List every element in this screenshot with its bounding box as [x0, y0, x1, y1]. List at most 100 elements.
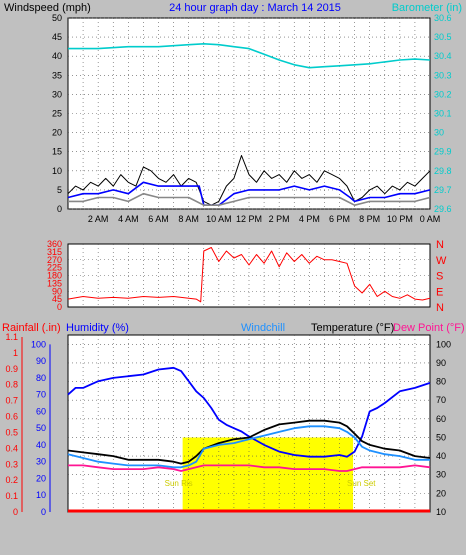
rainfall-tick-label: 0	[13, 507, 18, 517]
humidity-tick-label: 80	[36, 373, 46, 383]
sunrise-label: Sun Ris	[165, 479, 193, 488]
windspeed-tick-label: 10	[52, 166, 62, 176]
time-axis-label: 2 PM	[269, 214, 290, 224]
direction-tick-label: 360	[47, 239, 62, 249]
windspeed-tick-label: 50	[52, 13, 62, 23]
temperature-tick-label: 50	[436, 432, 446, 442]
temperature-tick-label: 40	[436, 451, 446, 461]
windspeed-tick-label: 25	[52, 109, 62, 119]
direction-tick-label: 135	[47, 278, 62, 288]
compass-label: N	[436, 302, 444, 314]
windspeed-axis-title: Windspeed (mph)	[4, 2, 91, 14]
rainfall-tick-label: 0.6	[5, 412, 18, 422]
humidity-tick-label: 90	[36, 356, 46, 366]
barometer-tick-label: 30.6	[434, 13, 452, 23]
humidity-tick-label: 20	[36, 473, 46, 483]
rainfall-tick-label: 0.4	[5, 443, 18, 453]
temperature-tick-label: 10	[436, 507, 446, 517]
time-axis-label: 6 AM	[148, 214, 169, 224]
windspeed-tick-label: 35	[52, 70, 62, 80]
time-axis-label: 10 AM	[206, 214, 232, 224]
humidity-tick-label: 40	[36, 440, 46, 450]
temperature-tick-label: 30	[436, 470, 446, 480]
barometer-line	[68, 42, 431, 69]
humidity-tick-label: 0	[41, 507, 46, 517]
temperature-panel: 10203040506070809010000.10.20.30.40.50.6…	[5, 332, 451, 517]
humidity-tick-label: 60	[36, 406, 46, 416]
legend-rainfall: Rainfall (.in)	[2, 322, 61, 334]
barometer-tick-label: 30	[434, 128, 444, 138]
rainfall-tick-label: 1	[13, 348, 18, 358]
direction-tick-label: 225	[47, 263, 62, 273]
time-axis-label: 6 PM	[329, 214, 350, 224]
windchill-line	[67, 425, 430, 469]
time-axis-label: 8 AM	[178, 214, 199, 224]
windspeed-panel: 0 5 10 15 20 25 30 35 40 45 50 29.6 29.7 29.8 29.9 30 30…	[52, 13, 452, 224]
temperature-tick-label: 90	[436, 358, 446, 368]
direction-tick-label: 45	[52, 294, 62, 304]
windspeed-tick-label: 15	[52, 147, 62, 157]
rainfall-tick-label: 1.1	[5, 332, 18, 342]
wind-direction-line	[67, 247, 431, 303]
humidity-tick-label: 100	[31, 339, 46, 349]
graph-title: 24 hour graph day : March 14 2015	[169, 2, 341, 14]
humidity-tick-label: 50	[36, 423, 46, 433]
rainfall-tick-label: 0.1	[5, 491, 18, 501]
barometer-tick-label: 29.8	[434, 166, 452, 176]
rainfall-tick-label: 0.3	[5, 459, 18, 469]
windspeed-tick-label: 40	[52, 51, 62, 61]
temperature-line	[67, 419, 431, 465]
direction-tick-label: 270	[47, 255, 62, 265]
legend-humidity: Humidity (%)	[66, 322, 129, 334]
direction-tick-label: 315	[47, 247, 62, 257]
time-axis-label: 12 PM	[236, 214, 262, 224]
compass-label: E	[436, 286, 443, 298]
time-axis-label: 8 PM	[359, 214, 380, 224]
windspeed-tick-label: 20	[52, 128, 62, 138]
direction-tick-label: 180	[47, 271, 62, 281]
temperature-tick-label: 20	[436, 488, 446, 498]
windspeed-line	[67, 155, 431, 206]
barometer-tick-label: 30.2	[434, 89, 452, 99]
temperature-tick-label: 80	[436, 377, 446, 387]
direction-tick-label: 0	[57, 302, 62, 312]
windspeed-tick-label: 45	[52, 32, 62, 42]
temperature-tick-label: 60	[436, 414, 446, 424]
barometer-tick-label: 30.1	[434, 109, 452, 119]
humidity-tick-label: 30	[36, 457, 46, 467]
compass-label: S	[436, 271, 443, 283]
barometer-axis-title: Barometer (in)	[392, 2, 462, 14]
dewpoint-line	[68, 464, 431, 472]
time-axis-label: 4 PM	[299, 214, 320, 224]
barometer-tick-label: 29.9	[434, 147, 452, 157]
barometer-tick-label: 29.6	[434, 204, 452, 214]
humidity-tick-label: 70	[36, 390, 46, 400]
barometer-tick-label: 30.5	[434, 32, 452, 42]
time-axis-label: 4 AM	[118, 214, 139, 224]
gust-line	[67, 181, 431, 206]
time-axis-label: 0 AM	[420, 214, 441, 224]
time-axis-label: 10 PM	[387, 214, 413, 224]
compass-label: W	[436, 255, 447, 267]
average-line	[68, 192, 431, 206]
time-axis-label: 2 AM	[88, 214, 109, 224]
legend-windchill: Windchill	[241, 322, 285, 334]
windspeed-tick-label: 5	[57, 185, 62, 195]
temperature-tick-label: 100	[436, 339, 451, 349]
barometer-tick-label: 30.4	[434, 51, 452, 61]
windspeed-tick-label: 30	[52, 89, 62, 99]
direction-tick-label: 90	[52, 286, 62, 296]
barometer-tick-label: 30.3	[434, 70, 452, 80]
humidity-tick-label: 10	[36, 490, 46, 500]
windspeed-tick-label: 0	[57, 204, 62, 214]
humidity-line	[67, 366, 431, 458]
temperature-tick-label: 70	[436, 395, 446, 405]
legend-dewpoint: Dew Point (°F)	[393, 322, 465, 334]
compass-label: N	[436, 239, 444, 251]
rainfall-tick-label: 0.8	[5, 380, 18, 390]
barometer-tick-label: 29.7	[434, 185, 452, 195]
rainfall-tick-label: 0.7	[5, 396, 18, 406]
rainfall-tick-label: 0.9	[5, 364, 18, 374]
